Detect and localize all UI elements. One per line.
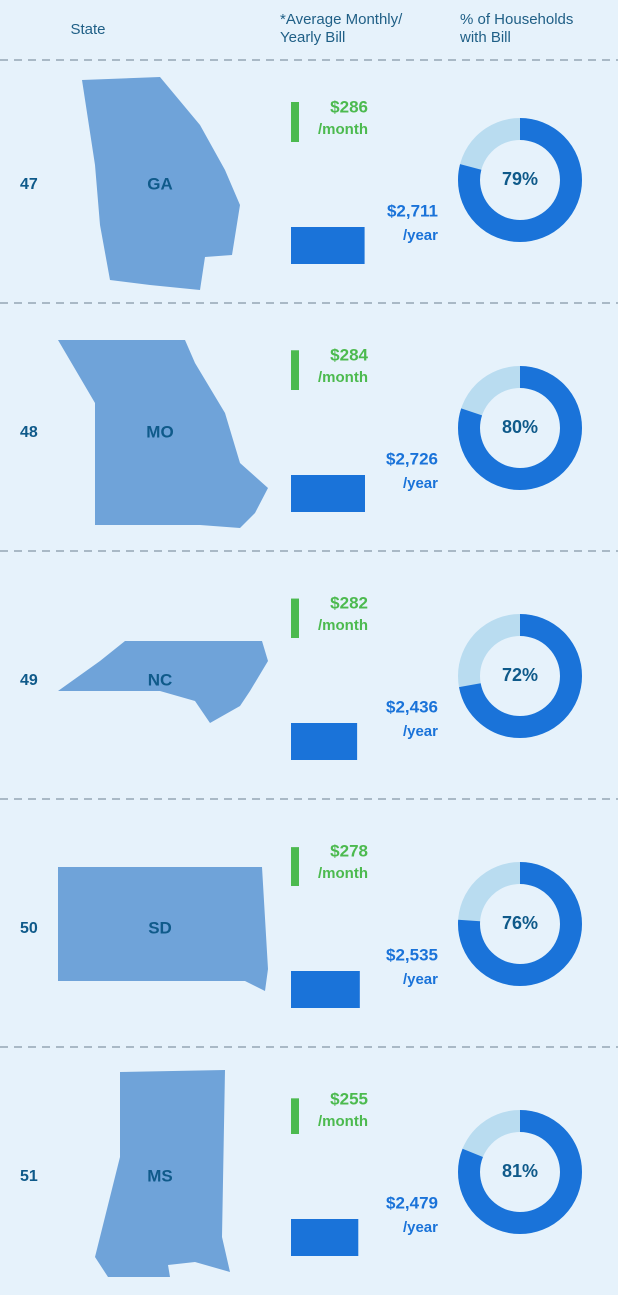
state-label: SD (148, 918, 172, 937)
yearly-bar (291, 971, 360, 1008)
rank: 48 (20, 424, 38, 441)
state-shape (95, 1070, 230, 1277)
yearly-unit: /year (403, 1219, 438, 1236)
monthly-label: $255 (330, 1089, 368, 1108)
state-shape (82, 77, 240, 290)
header-bill: Yearly Bill (280, 29, 345, 46)
monthly-bar (291, 598, 299, 638)
yearly-bar (291, 1219, 359, 1256)
monthly-bar (291, 847, 299, 886)
donut-arc (458, 862, 582, 986)
header-bill: *Average Monthly/ (280, 11, 403, 28)
monthly-unit: /month (318, 369, 368, 386)
yearly-label: $2,436 (386, 697, 438, 716)
monthly-bar (291, 1098, 299, 1134)
yearly-label: $2,726 (386, 449, 438, 468)
monthly-unit: /month (318, 121, 368, 138)
monthly-unit: /month (318, 617, 368, 634)
monthly-label: $284 (330, 345, 368, 364)
monthly-label: $282 (330, 593, 368, 612)
state-label: NC (148, 670, 173, 689)
households-label: 76% (502, 913, 538, 933)
rank: 49 (20, 672, 38, 689)
households-label: 72% (502, 665, 538, 685)
yearly-bar (291, 227, 365, 264)
donut-arc (458, 614, 582, 738)
monthly-bar (291, 350, 299, 390)
monthly-unit: /month (318, 865, 368, 882)
yearly-bar (291, 723, 358, 760)
yearly-label: $2,535 (386, 945, 438, 964)
households-label: 81% (502, 1161, 538, 1181)
donut-arc (458, 1110, 582, 1234)
yearly-unit: /year (403, 971, 438, 988)
monthly-label: $286 (330, 97, 368, 116)
yearly-label: $2,479 (386, 1193, 438, 1212)
state-label: MS (147, 1166, 173, 1185)
state-shape (58, 867, 268, 991)
yearly-bar (291, 475, 365, 512)
yearly-unit: /year (403, 227, 438, 244)
monthly-bar (291, 102, 299, 142)
yearly-unit: /year (403, 475, 438, 492)
state-label: MO (146, 422, 173, 441)
monthly-unit: /month (318, 1113, 368, 1130)
donut-arc (458, 366, 582, 490)
rank: 47 (20, 176, 38, 193)
households-label: 79% (502, 169, 538, 189)
donut-arc (458, 118, 582, 242)
yearly-label: $2,711 (387, 201, 438, 220)
rank: 50 (20, 920, 38, 937)
state-shape (58, 340, 268, 528)
monthly-label: $278 (330, 841, 368, 860)
state-label: GA (147, 174, 173, 193)
state-shape (58, 641, 268, 723)
rank: 51 (20, 1168, 38, 1185)
header-state: State (70, 21, 105, 38)
header-households: % of Households (460, 11, 573, 28)
households-label: 80% (502, 417, 538, 437)
header-households: with Bill (459, 29, 511, 46)
yearly-unit: /year (403, 723, 438, 740)
